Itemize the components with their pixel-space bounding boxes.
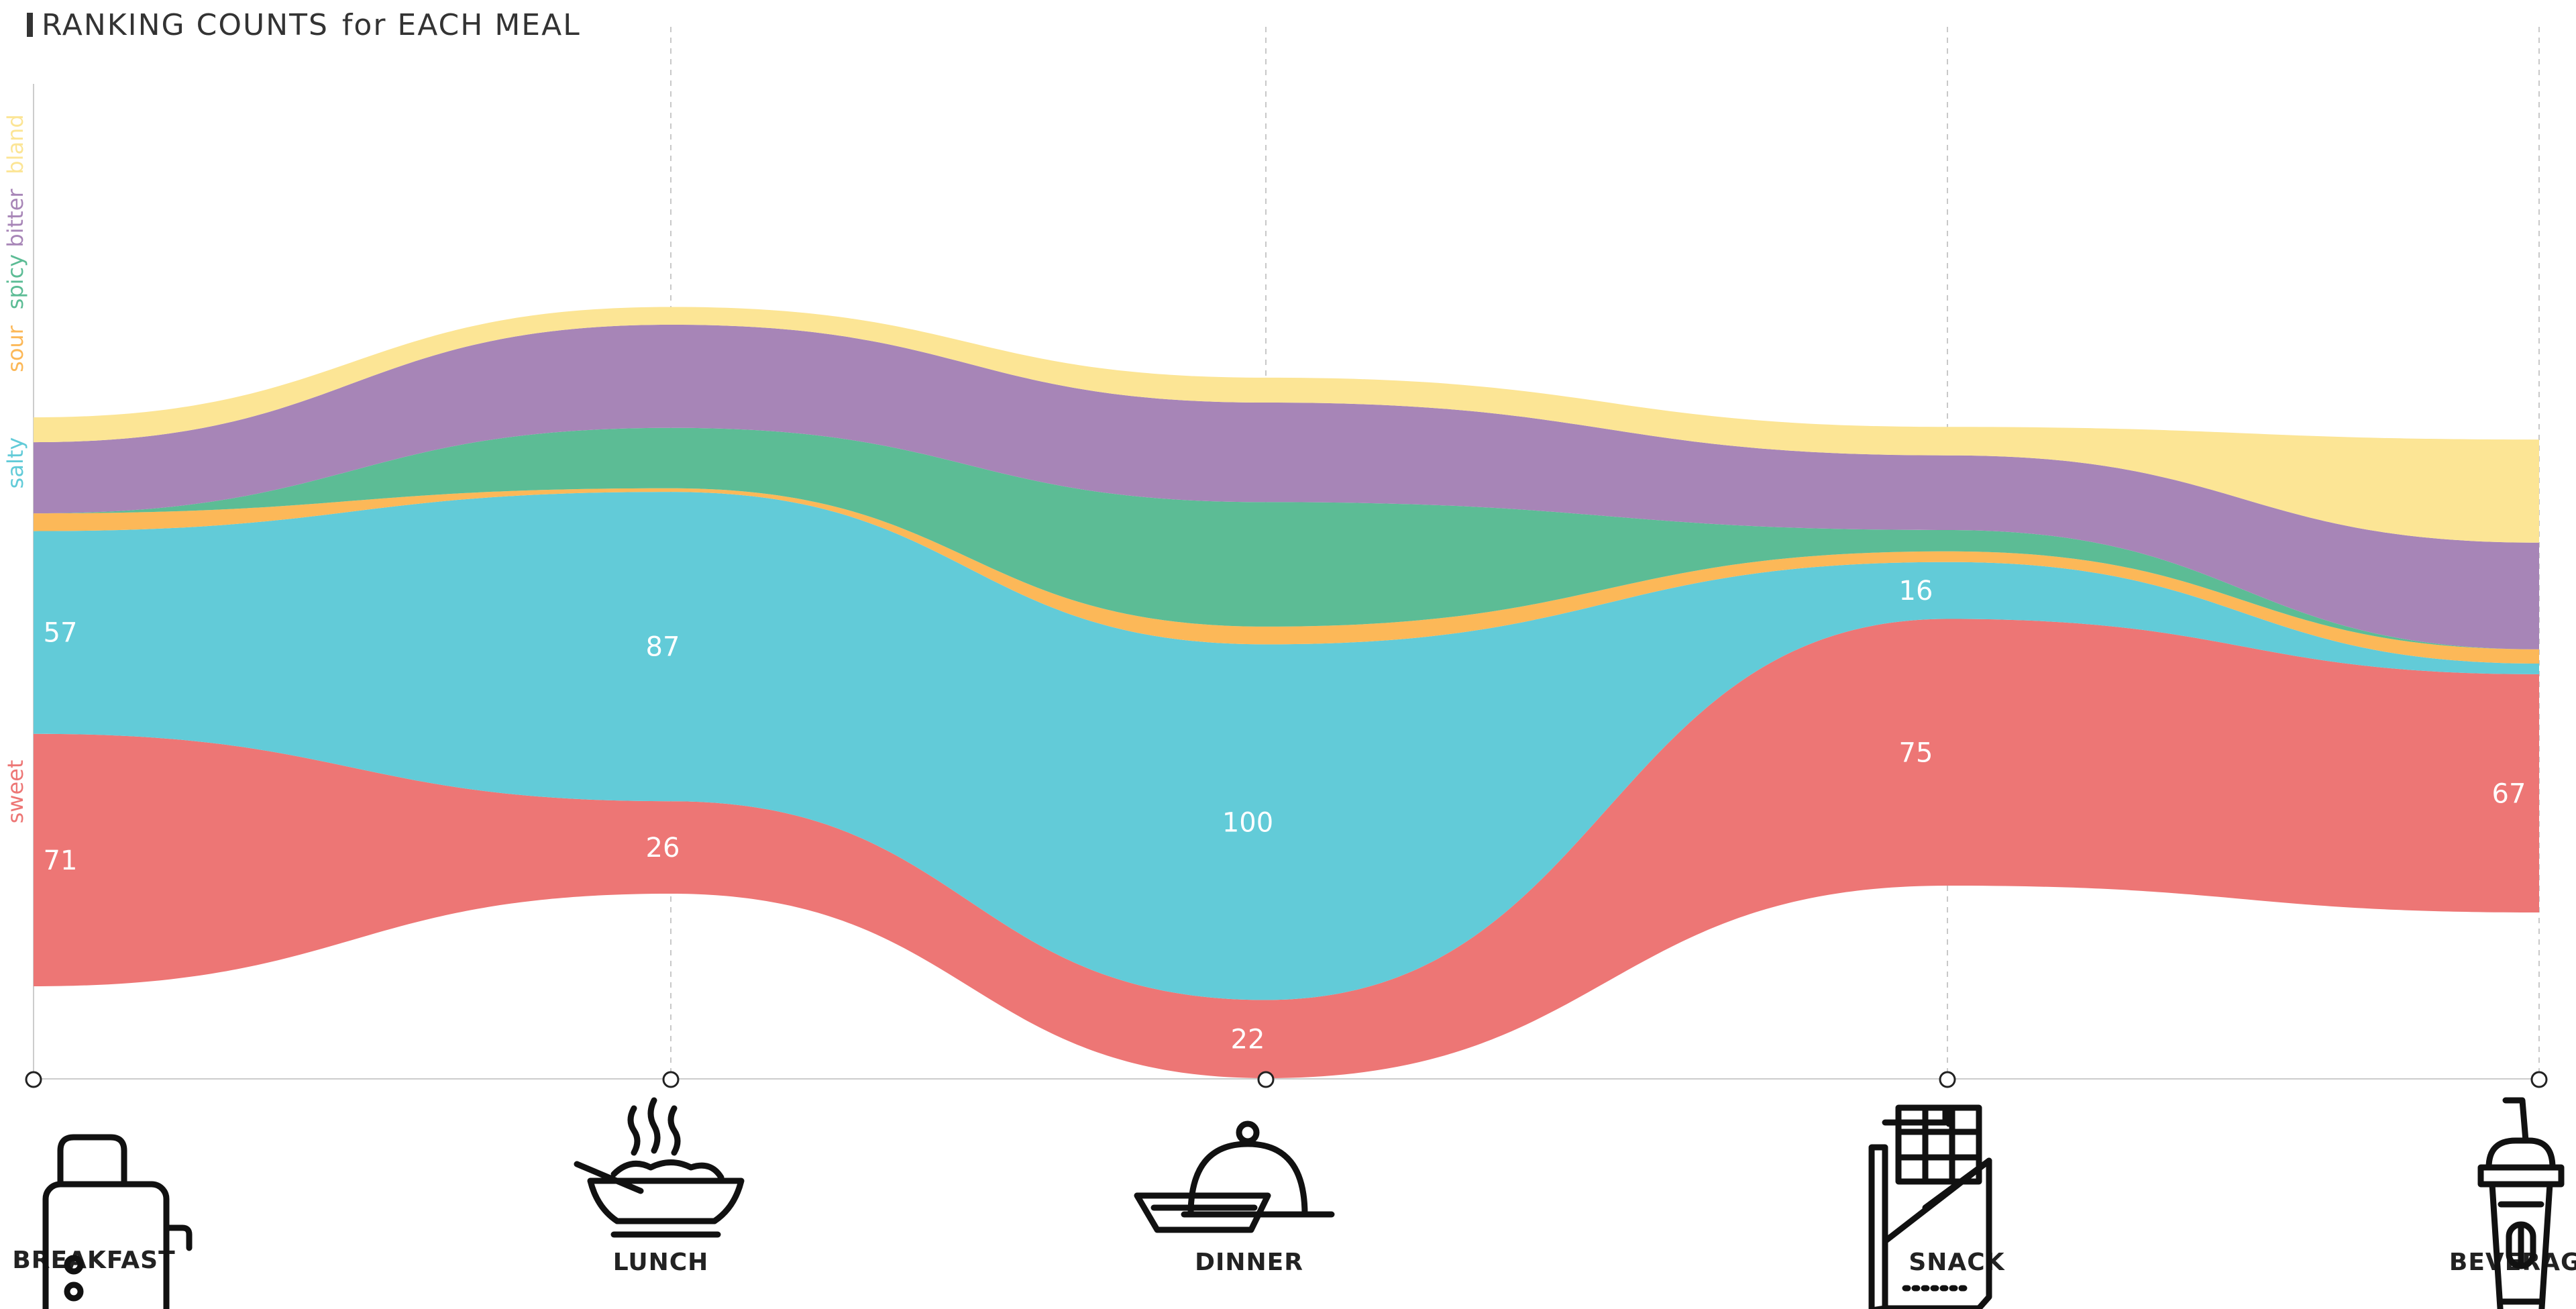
meal-label-breakfast: BREAKFAST bbox=[12, 1247, 175, 1274]
stream-sweet bbox=[34, 619, 2539, 1078]
value-label-salty-lunch: 87 bbox=[646, 632, 680, 663]
legend-label-sour: sour bbox=[3, 325, 28, 372]
value-label-sweet-snack: 75 bbox=[1899, 737, 1933, 768]
meal-label-dinner: DINNER bbox=[1195, 1249, 1303, 1276]
stream-salty bbox=[34, 492, 2539, 1000]
value-label-salty-dinner: 100 bbox=[1222, 807, 1273, 838]
value-label-salty-snack: 16 bbox=[1899, 576, 1933, 607]
legend-label-sweet: sweet bbox=[3, 760, 28, 824]
axis-markers bbox=[25, 1071, 2548, 1088]
value-label-salty-breakfast: 57 bbox=[44, 618, 78, 649]
rice-bowl-icon bbox=[574, 1097, 745, 1238]
legend: sweet salty sour spicy bitter bland bbox=[3, 114, 28, 823]
chocolate-bar-icon bbox=[1868, 1104, 1992, 1309]
legend-label-spicy: spicy bbox=[3, 254, 28, 309]
meal-label-lunch: LUNCH bbox=[613, 1249, 709, 1276]
streams bbox=[34, 307, 2539, 1078]
value-label-sweet-beverage: 67 bbox=[2492, 778, 2526, 809]
stream-bitter bbox=[34, 325, 2539, 649]
legend-label-salty: salty bbox=[3, 437, 28, 489]
cloche-icon bbox=[1134, 1120, 1335, 1233]
value-label-sweet-breakfast: 71 bbox=[44, 845, 78, 876]
stream-sour bbox=[34, 488, 2539, 664]
chart-title: RANKING COUNTS for EACH MEAL bbox=[42, 8, 581, 42]
iced-coffee-icon bbox=[2477, 1097, 2565, 1309]
stream-spicy bbox=[34, 427, 2539, 649]
axis-marker-snack bbox=[1939, 1071, 1956, 1088]
value-label-sweet-lunch: 26 bbox=[646, 833, 680, 863]
value-label-sweet-dinner: 22 bbox=[1231, 1025, 1265, 1055]
axis-marker-lunch bbox=[662, 1071, 680, 1088]
axis-marker-dinner bbox=[1257, 1071, 1275, 1088]
axis-marker-breakfast bbox=[25, 1071, 42, 1088]
axis-marker-beverage bbox=[2530, 1071, 2548, 1088]
title-marker bbox=[27, 13, 33, 37]
legend-label-bitter: bitter bbox=[3, 189, 28, 248]
value-labels: 71 26 22 75 67 57 87 100 16 bbox=[44, 576, 2526, 1055]
toaster-icon bbox=[42, 1134, 193, 1309]
legend-label-bland: bland bbox=[3, 114, 28, 174]
